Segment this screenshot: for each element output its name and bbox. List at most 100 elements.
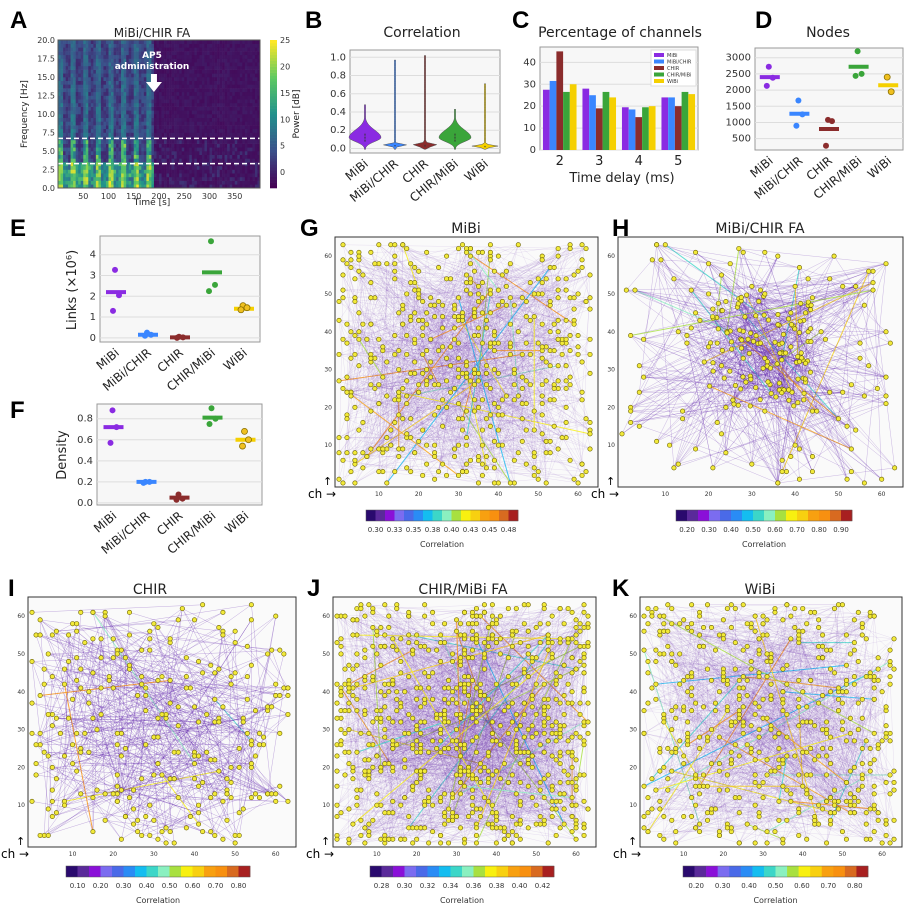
- spectrogram-cell: [249, 128, 253, 133]
- spectrogram-cell: [151, 128, 155, 133]
- spectrogram-cell: [232, 136, 236, 141]
- spectrogram-cell: [184, 114, 188, 118]
- spectrogram-cell: [85, 110, 89, 115]
- spectrogram-cell: [116, 110, 119, 115]
- spectrogram-cell: [133, 169, 137, 174]
- spectrogram-cell: [136, 128, 140, 133]
- spectrogram-cell: [153, 125, 157, 130]
- network-edge: [394, 256, 411, 317]
- network-edge: [370, 252, 459, 446]
- spectrogram-cell: [249, 176, 253, 181]
- spectrogram-cell: [131, 54, 135, 59]
- spectrogram-cell: [133, 102, 137, 107]
- spectrogram-cell: [100, 84, 104, 89]
- spectrogram-cell: [116, 143, 119, 148]
- spectrogram-cell: [201, 158, 205, 163]
- spectrogram-cell: [146, 169, 150, 174]
- spectrogram-cell: [189, 62, 193, 67]
- spectrogram-cell: [169, 176, 172, 181]
- network-edge: [394, 244, 539, 344]
- spectrogram-cell: [75, 88, 79, 93]
- spectrogram-cell: [60, 147, 64, 152]
- network-edge: [454, 316, 475, 450]
- spectrogram-cell: [171, 180, 175, 185]
- network-edge: [346, 263, 376, 389]
- spectrogram-cell: [156, 65, 160, 70]
- spectrogram-cell: [108, 176, 112, 181]
- spectrogram-cell: [199, 80, 203, 85]
- spectrogram-cell: [138, 132, 142, 137]
- spectrogram-cell: [252, 169, 256, 174]
- spectrogram-cell: [222, 176, 225, 181]
- spectrogram-cell: [68, 43, 71, 48]
- spectrogram-cell: [159, 73, 162, 78]
- network-edge: [402, 293, 407, 389]
- network-edge: [382, 346, 463, 472]
- spectrogram-cell: [126, 88, 129, 93]
- spectrogram-cell: [133, 51, 137, 56]
- spectrogram-cell: [227, 77, 230, 81]
- spectrogram-cell: [184, 158, 188, 163]
- spectrogram-cell: [85, 47, 89, 52]
- spectrogram-cell: [58, 125, 61, 130]
- network-edge: [394, 263, 547, 363]
- spectrogram-cell: [217, 62, 220, 67]
- spectrogram-cell: [254, 136, 258, 141]
- spectrogram-cell: [214, 173, 218, 178]
- spectrogram-cell: [244, 173, 248, 178]
- colorbar-segment: [270, 81, 277, 85]
- spectrogram-cell: [224, 65, 228, 70]
- network-edge: [474, 384, 563, 438]
- network-edge: [418, 320, 423, 431]
- network-edge: [338, 354, 427, 382]
- network-edge: [378, 244, 547, 442]
- spectrogram-cell: [242, 102, 246, 107]
- spectrogram-cell: [85, 121, 89, 126]
- spectrogram-cell: [93, 99, 97, 104]
- spectrogram-cell: [58, 102, 61, 107]
- spectrogram-cell: [201, 184, 205, 189]
- spectrogram-cell: [156, 43, 160, 48]
- network-edge: [398, 414, 543, 450]
- spectrogram-cell: [151, 54, 155, 59]
- spectrogram-cell: [242, 114, 246, 118]
- network-edge: [410, 263, 443, 465]
- network-node: [519, 416, 525, 422]
- spectrogram-cell: [159, 117, 162, 122]
- spectrogram-cell: [214, 62, 218, 67]
- spectrogram-cell: [156, 184, 160, 189]
- spectrogram-cell: [239, 102, 243, 107]
- spectrogram-cell: [199, 184, 203, 189]
- spectrogram-cell: [234, 173, 238, 178]
- spectrogram-cell: [164, 184, 167, 189]
- spectrogram-cell: [184, 180, 188, 185]
- spectrogram-cell: [108, 91, 112, 96]
- spectrogram-cell: [85, 40, 89, 44]
- y-tick-label: 20.0: [37, 36, 55, 45]
- spectrogram-cell: [90, 139, 94, 144]
- spectrogram-cell: [156, 114, 160, 118]
- spectrogram-cell: [194, 62, 198, 67]
- spectrogram-cell: [204, 47, 208, 52]
- spectrogram-cell: [123, 65, 127, 70]
- spectrogram-cell: [229, 154, 233, 159]
- spectrogram-cell: [244, 77, 248, 81]
- spectrogram-cell: [121, 151, 124, 155]
- spectrogram-cell: [128, 110, 132, 115]
- panel-f-frame: [96, 403, 263, 506]
- network-edge: [418, 289, 559, 295]
- spectrogram-cell: [113, 184, 117, 189]
- network-edge: [434, 312, 463, 453]
- spectrogram-cell: [133, 73, 137, 78]
- spectrogram-cell: [78, 151, 82, 155]
- spectrogram-cell: [179, 184, 183, 189]
- spectrogram-cell: [153, 117, 157, 122]
- spectrogram-cell: [108, 73, 112, 78]
- spectrogram-cell: [98, 180, 102, 185]
- y-tick-label: 10.0: [37, 110, 55, 119]
- spectrogram-cell: [133, 136, 137, 141]
- spectrogram-cell: [83, 132, 87, 137]
- spectrogram-cell: [60, 173, 64, 178]
- spectrogram-cell: [204, 84, 208, 89]
- network-edge: [374, 388, 384, 450]
